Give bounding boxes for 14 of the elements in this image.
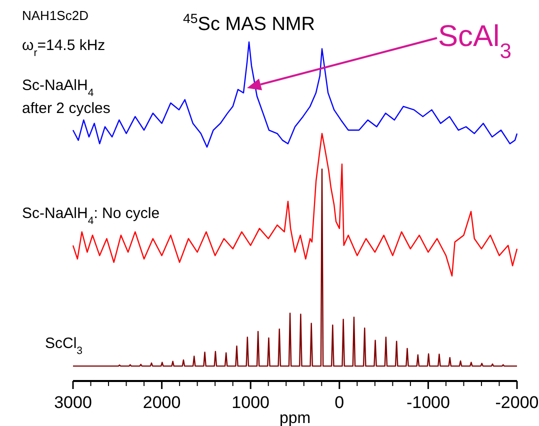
annotation: ScAl$_{3}$ xyxy=(438,20,512,62)
x-tick-label: -2000 xyxy=(495,393,539,412)
annotation: ω$_{r}$=14.5 kHz xyxy=(22,37,106,59)
x-axis-title: ppm xyxy=(279,410,311,426)
x-tick-label: 0 xyxy=(334,393,344,412)
series-label: Sc-NaAlH$_{4}$: No cycle xyxy=(22,205,160,227)
series-label: ScCl$_{3}$ xyxy=(45,335,83,357)
text: NAH1Sc2D xyxy=(22,8,88,23)
chart-title: $^{45}$Sc MAS NMR xyxy=(183,10,315,35)
x-tick-label: 1000 xyxy=(232,393,270,412)
x-tick-label: 3000 xyxy=(54,393,92,412)
series-label: Sc-NaAlH$_{4}$ after 2 cycles xyxy=(22,77,110,117)
x-tick-label: 2000 xyxy=(142,393,181,412)
x-tick-label: -1000 xyxy=(406,393,450,412)
